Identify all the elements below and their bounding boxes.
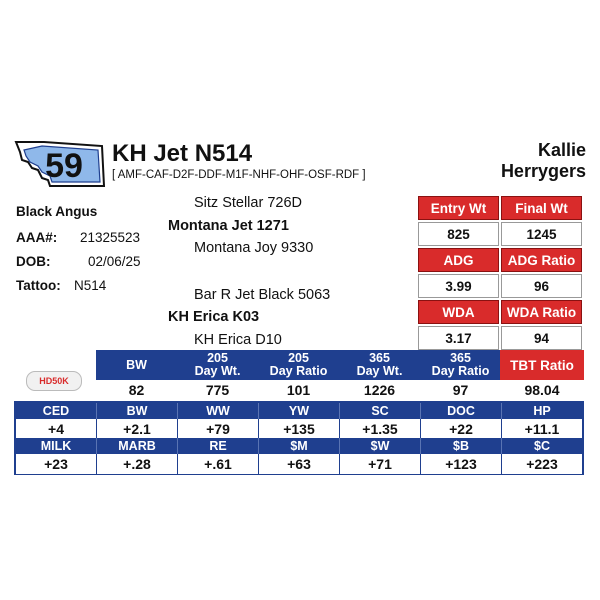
weights-value-205-wt: 775 xyxy=(205,382,230,398)
pedigree-dam: KH Erica K03 xyxy=(168,309,260,325)
adg-ratio-value: 96 xyxy=(501,274,582,298)
pedigree-sire-sire: Sitz Stellar 726D xyxy=(194,195,302,211)
consignor-first-name: Kallie xyxy=(537,140,586,160)
epd-value-re: +.61 xyxy=(178,454,259,474)
dob-label: DOB: xyxy=(16,254,51,269)
weights-header-365-wt: 365 Day Wt. xyxy=(356,351,403,378)
wda-value: 3.17 xyxy=(418,326,499,350)
pedigree-sire-dam: Montana Joy 9330 xyxy=(194,240,314,256)
epd-value-dollar-m: +63 xyxy=(259,454,340,474)
epd-header-marb: MARB xyxy=(97,438,178,454)
weights-value-bw: 82 xyxy=(128,382,145,398)
epd-value-marb: +.28 xyxy=(97,454,178,474)
epd-value-doc: +22 xyxy=(421,419,502,439)
animal-name: KH Jet N514 xyxy=(112,140,253,167)
epd-value-hp: +11.1 xyxy=(502,419,582,439)
date-of-birth: DOB: 02/06/25 xyxy=(16,254,141,270)
epd-header-ced: CED xyxy=(16,403,97,419)
epd-header-dollar-w: $W xyxy=(340,438,421,454)
tattoo-value: N514 xyxy=(74,278,107,293)
dob-value: 02/06/25 xyxy=(88,254,141,269)
hd50k-badge: HD50K xyxy=(26,371,82,391)
tattoo: Tattoo: N514 xyxy=(16,278,106,294)
entry-wt-value: 825 xyxy=(418,222,499,246)
weights-header-bw: BW xyxy=(126,357,147,372)
adg-ratio-header: ADG Ratio xyxy=(501,248,582,272)
breed: Black Angus xyxy=(16,204,98,219)
entry-wt-header: Entry Wt xyxy=(418,196,499,220)
epd-value-bw: +2.1 xyxy=(97,419,178,439)
epd-header-dollar-c: $C xyxy=(502,438,582,454)
epd-value-dollar-w: +71 xyxy=(340,454,421,474)
adg-value: 3.99 xyxy=(418,274,499,298)
montana-state-outline-icon xyxy=(14,141,106,187)
registration-number: AAA#: 21325523 xyxy=(16,230,140,246)
wda-header: WDA xyxy=(418,300,499,324)
epd-header-hp: HP xyxy=(502,403,582,419)
pedigree-sire: Montana Jet 1271 xyxy=(168,218,289,234)
epd-header-milk: MILK xyxy=(16,438,97,454)
epd-value-ww: +79 xyxy=(178,419,259,439)
lot-number: 59 xyxy=(45,147,83,185)
epd-value-dollar-c: +223 xyxy=(502,454,582,474)
weights-value-365-ratio: 97 xyxy=(452,382,469,398)
weights-header-bar xyxy=(96,350,420,380)
epd-header-re: RE xyxy=(178,438,259,454)
weights-header-365-ratio: 365 Day Ratio xyxy=(420,350,501,380)
weights-header-205-ratio: 205 Day Ratio xyxy=(269,351,328,378)
weights-value-365-wt: 1226 xyxy=(363,382,396,398)
adg-header: ADG xyxy=(418,248,499,272)
epd-header-ww: WW xyxy=(178,403,259,419)
final-wt-header: Final Wt xyxy=(501,196,582,220)
weights-header-205-wt: 205 Day Wt. xyxy=(194,351,241,378)
epd-value-dollar-b: +123 xyxy=(421,454,502,474)
epd-value-milk: +23 xyxy=(16,454,97,474)
epd-table xyxy=(14,401,584,475)
weights-value-205-ratio: 101 xyxy=(286,382,311,398)
pedigree-dam-sire: Bar R Jet Black 5063 xyxy=(194,287,331,303)
registration-label: AAA#: xyxy=(16,230,58,245)
consignor-last-name: Herrygers xyxy=(500,161,586,181)
epd-value-yw: +135 xyxy=(259,419,340,439)
performance-box: Entry Wt Final Wt 825 1245 ADG ADG Ratio… xyxy=(418,196,584,352)
epd-value-sc: +1.35 xyxy=(340,419,421,439)
epd-header-dollar-m: $M xyxy=(259,438,340,454)
epd-header-yw: YW xyxy=(259,403,340,419)
tbt-ratio-value: 98.04 xyxy=(524,382,560,398)
epd-value-ced: +4 xyxy=(16,419,97,439)
epd-header-sc: SC xyxy=(340,403,421,419)
epd-header-dollar-b: $B xyxy=(421,438,502,454)
wda-ratio-value: 94 xyxy=(501,326,582,350)
tbt-ratio-header: TBT Ratio xyxy=(500,350,584,380)
consignor-name: Kallie Herrygers xyxy=(501,140,586,182)
epd-header-bw: BW xyxy=(97,403,178,419)
registration-value: 21325523 xyxy=(80,230,141,245)
tattoo-label: Tattoo: xyxy=(16,278,61,293)
final-wt-value: 1245 xyxy=(501,222,582,246)
epd-header-doc: DOC xyxy=(421,403,502,419)
wda-ratio-header: WDA Ratio xyxy=(501,300,582,324)
genetic-conditions: [ AMF-CAF-D2F-DDF-M1F-NHF-OHF-OSF-RDF ] xyxy=(112,169,366,181)
pedigree-dam-dam: KH Erica D10 xyxy=(194,332,282,348)
